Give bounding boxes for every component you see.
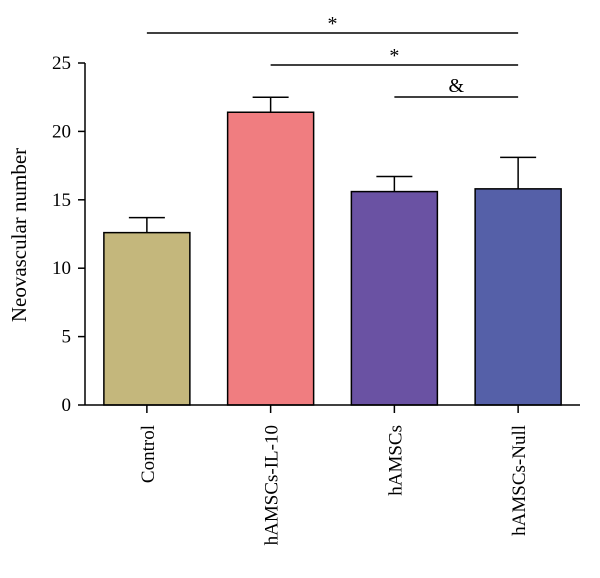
- significance-label: *: [389, 45, 399, 67]
- y-tick-label: 25: [52, 53, 71, 74]
- x-tick-label: hAMSCs: [385, 425, 406, 496]
- x-tick-label: hAMSCs-Null: [509, 425, 530, 536]
- bar-hamscs: [350, 190, 439, 406]
- bar-control: [103, 231, 191, 406]
- bars-layer: [103, 111, 562, 406]
- bar-hamscs-il-10: [226, 111, 315, 406]
- significance-label: &: [448, 75, 464, 97]
- error-bars-layer: [128, 96, 537, 233]
- y-tick-label: 10: [52, 258, 71, 279]
- bar-hamscs-null: [474, 188, 562, 406]
- y-tick-label: 0: [62, 395, 72, 416]
- y-tick-label: 5: [62, 327, 72, 348]
- y-tick-label: 20: [52, 121, 71, 142]
- significance-layer: * * &: [146, 13, 519, 98]
- y-tick-label: 15: [52, 190, 71, 211]
- axes-layer: 0 5 10 15 20 25 Control hAMSCs-IL-10 hAMSCs hAMSC…: [52, 53, 580, 545]
- x-tick-label: Control: [138, 425, 159, 483]
- y-axis-label: Neovascular number: [7, 148, 31, 322]
- x-tick-label: hAMSCs-IL-10: [262, 425, 283, 545]
- significance-label: *: [328, 13, 338, 35]
